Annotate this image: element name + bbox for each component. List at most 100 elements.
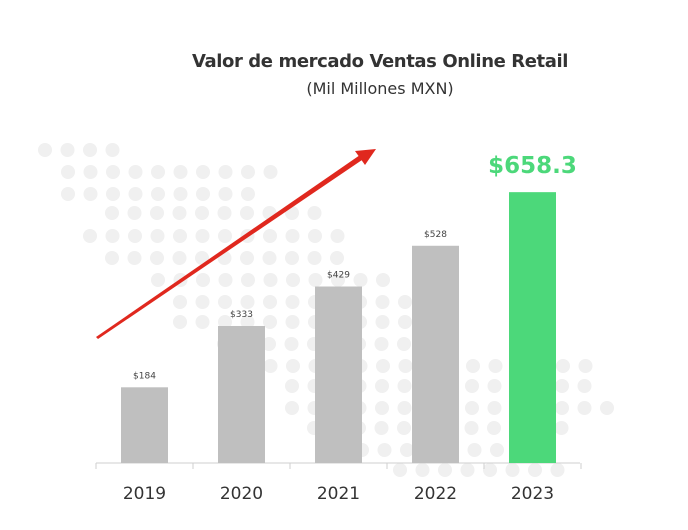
bars bbox=[121, 192, 556, 464]
background-dot bbox=[105, 206, 119, 220]
background-dot bbox=[218, 229, 232, 243]
background-dot bbox=[106, 165, 120, 179]
background-dot bbox=[150, 206, 164, 220]
bar-2020 bbox=[218, 325, 265, 463]
background-dot bbox=[460, 463, 475, 477]
background-dot bbox=[241, 273, 255, 287]
background-dot bbox=[218, 315, 232, 329]
data-labels: $184 $333 $429 $528 $658.3 bbox=[133, 153, 577, 381]
background-dot bbox=[556, 359, 570, 373]
x-tick-label-2020: 2020 bbox=[220, 484, 263, 504]
background-dot bbox=[151, 165, 165, 179]
background-dot bbox=[127, 206, 142, 220]
background-dot bbox=[173, 295, 187, 309]
chart-subtitle: (Mil Millones MXN) bbox=[306, 79, 453, 98]
background-dot bbox=[262, 337, 276, 351]
background-dot bbox=[375, 295, 390, 309]
background-dot bbox=[218, 165, 233, 179]
background-dot bbox=[555, 379, 569, 393]
background-dot bbox=[106, 187, 120, 201]
background-dot bbox=[150, 251, 164, 265]
background-dot bbox=[105, 251, 119, 265]
background-dot bbox=[240, 251, 254, 265]
background-dot bbox=[61, 187, 75, 201]
background-dot bbox=[487, 421, 501, 435]
trend-arrow-head bbox=[355, 149, 376, 165]
background-dot bbox=[263, 295, 277, 309]
bar-highlight-2023 bbox=[509, 192, 556, 464]
background-dot bbox=[393, 463, 407, 477]
background-dot bbox=[173, 187, 188, 201]
background-dot bbox=[263, 165, 278, 179]
background-dot bbox=[398, 295, 412, 309]
background-dot bbox=[483, 463, 497, 477]
background-dot bbox=[464, 421, 479, 435]
background-dot bbox=[285, 251, 299, 265]
background-dot bbox=[173, 229, 187, 243]
background-dot bbox=[375, 379, 389, 393]
background-dot bbox=[353, 273, 368, 287]
x-tick-label-2022: 2022 bbox=[414, 484, 457, 504]
background-dot bbox=[397, 401, 412, 415]
x-tick-label-2023: 2023 bbox=[511, 484, 554, 504]
background-dot bbox=[263, 273, 278, 287]
background-dot bbox=[398, 315, 412, 329]
background-dot bbox=[240, 295, 255, 309]
background-dot bbox=[263, 359, 278, 373]
background-dot bbox=[285, 401, 299, 415]
background-dot bbox=[241, 165, 255, 179]
background-dot bbox=[397, 421, 411, 435]
background-dot bbox=[196, 187, 210, 201]
background-dot bbox=[38, 143, 52, 157]
background-dot bbox=[151, 273, 165, 287]
background-dot bbox=[240, 206, 254, 220]
background-dot bbox=[284, 337, 299, 351]
background-dot bbox=[466, 359, 480, 373]
bar-2019 bbox=[121, 387, 168, 463]
background-dot bbox=[374, 337, 389, 351]
background-dot bbox=[240, 315, 255, 329]
background-dot bbox=[195, 251, 209, 265]
background-dot bbox=[331, 273, 345, 287]
background-dot bbox=[488, 359, 503, 373]
background-dot bbox=[195, 229, 210, 243]
background-dot bbox=[83, 165, 98, 179]
background-dot bbox=[375, 401, 389, 415]
background-dot bbox=[577, 379, 592, 393]
background-dot bbox=[128, 187, 143, 201]
background-dot bbox=[415, 463, 430, 477]
background-dot bbox=[308, 229, 322, 243]
background-dot bbox=[307, 251, 322, 265]
background-dot bbox=[528, 463, 542, 477]
background-dot bbox=[83, 143, 97, 157]
background-dot bbox=[550, 463, 565, 477]
data-label-2023: $658.3 bbox=[488, 153, 577, 179]
data-label-2020: $333 bbox=[230, 310, 253, 320]
background-dot bbox=[397, 379, 412, 393]
trend-arrow-shaft bbox=[96, 155, 362, 339]
background-dot bbox=[286, 359, 300, 373]
background-dot bbox=[465, 401, 479, 415]
background-dot bbox=[554, 421, 569, 435]
background-dot bbox=[376, 359, 390, 373]
background-dot bbox=[173, 315, 187, 329]
background-dot bbox=[263, 229, 277, 243]
background-dot bbox=[375, 315, 390, 329]
background-dot bbox=[374, 421, 389, 435]
background-dot bbox=[217, 206, 232, 220]
background-dot bbox=[490, 443, 504, 457]
background-dot bbox=[376, 273, 390, 287]
background-dot bbox=[241, 187, 255, 201]
x-tick-label-2021: 2021 bbox=[317, 484, 360, 504]
background-dot bbox=[83, 187, 98, 201]
background-dot bbox=[555, 401, 569, 415]
background-dot bbox=[286, 273, 300, 287]
background-dot bbox=[172, 251, 187, 265]
background-dot bbox=[218, 273, 233, 287]
background-dot bbox=[172, 206, 187, 220]
background-dot bbox=[285, 229, 300, 243]
background-dot bbox=[578, 359, 593, 373]
background-dot bbox=[600, 401, 614, 415]
background-dot bbox=[438, 463, 452, 477]
